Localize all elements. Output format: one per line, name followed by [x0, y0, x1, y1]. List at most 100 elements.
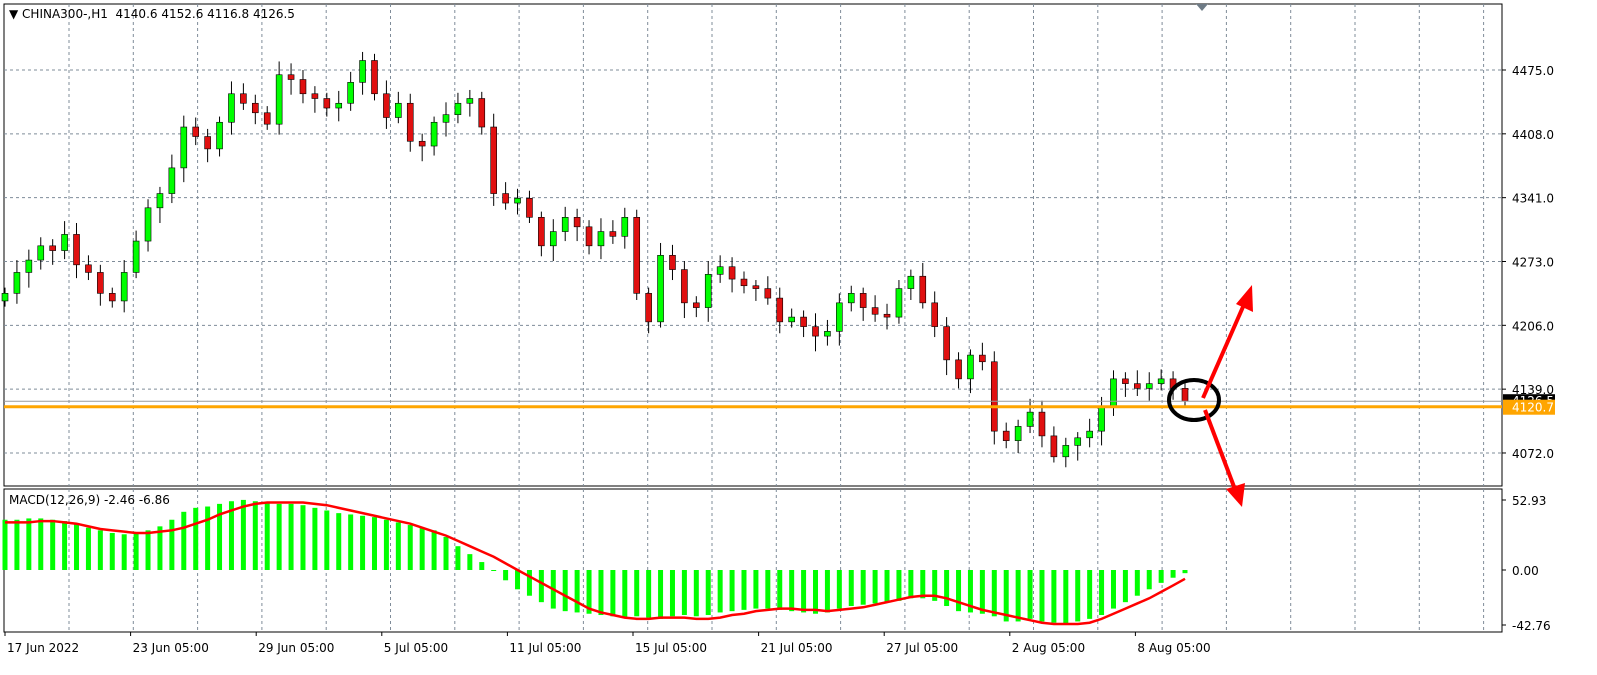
candle-body [919, 275, 927, 304]
candle [263, 106, 271, 130]
candle-body [73, 234, 80, 266]
hline-price-label: 4120.7 [1512, 401, 1554, 415]
candle-body [490, 126, 497, 194]
candle-body [561, 217, 569, 232]
candle [406, 93, 414, 152]
candle-body [895, 288, 903, 318]
candle-body [359, 60, 366, 83]
macd-histogram-bar [848, 570, 854, 607]
candle [895, 280, 903, 324]
macd-histogram-bar [50, 519, 56, 570]
macd-histogram-bar [312, 507, 318, 570]
candle [1134, 370, 1141, 396]
candle-body [943, 326, 950, 361]
macd-histogram-bar [121, 534, 127, 570]
candle [931, 291, 938, 338]
macd-histogram-bar [300, 505, 306, 570]
collapse-triangle-icon[interactable]: ▼ [9, 7, 23, 21]
candle-body [406, 102, 414, 142]
price-tick-label: 4139.0 [1512, 383, 1554, 397]
candle-body [752, 285, 760, 289]
macd-histogram-bar [1158, 570, 1164, 583]
macd-tick-label: 52.93 [1512, 494, 1546, 508]
macd-histogram-bar [1051, 570, 1057, 623]
candle-body [13, 272, 21, 294]
macd-label: MACD(12,26,9) -2.46 -6.86 [9, 493, 170, 507]
candle [418, 133, 426, 162]
candle [633, 209, 641, 300]
chart-header: ▼ CHINA300-,H1 4140.6 4152.6 4116.8 4126… [9, 7, 295, 21]
time-tick-label: 11 Jul 05:00 [509, 641, 581, 655]
candle-body [621, 217, 629, 237]
candle-body [156, 193, 164, 209]
macd-histogram-bar [252, 501, 258, 570]
macd-histogram-bar [1099, 570, 1105, 616]
macd-histogram-bar [1027, 570, 1033, 619]
candle [37, 237, 45, 270]
candle [824, 319, 831, 346]
time-tick-label: 27 Jul 05:00 [886, 641, 958, 655]
macd-histogram-bar [574, 570, 580, 613]
candle [883, 303, 891, 330]
candle [800, 310, 807, 338]
macd-histogram-bar [1087, 570, 1093, 619]
macd-histogram-bar [288, 503, 294, 570]
candle-body [1014, 426, 1022, 441]
candle-body [573, 217, 581, 228]
candle [859, 287, 867, 321]
candle [764, 276, 772, 305]
candle-body [847, 293, 855, 304]
candle-body [776, 297, 784, 323]
candle [73, 223, 80, 279]
macd-histogram-bar [1182, 570, 1188, 574]
macd-histogram-bar [979, 570, 985, 614]
macd-histogram-bar [205, 506, 211, 570]
candle [1181, 382, 1189, 407]
candle-body [1050, 435, 1058, 458]
macd-histogram-bar [526, 570, 532, 596]
candle-body [693, 302, 700, 308]
candle [812, 313, 819, 352]
annotation-circle [1167, 378, 1221, 422]
candle [967, 349, 974, 394]
candle-body [1145, 383, 1153, 389]
candle-body [764, 288, 772, 299]
candle-body [323, 98, 331, 109]
candle [609, 220, 617, 244]
candle-body [609, 231, 617, 237]
candle [836, 293, 843, 346]
macd-histogram-bar [228, 501, 234, 570]
candle [61, 221, 68, 260]
macd-histogram-bar [622, 570, 628, 618]
macd-histogram-bar [967, 570, 973, 613]
macd-histogram-bar [586, 570, 592, 614]
time-tick-label: 17 Jun 2022 [7, 641, 79, 655]
macd-histogram-bar [74, 523, 80, 570]
candle-body [430, 121, 438, 147]
candle-body [49, 245, 56, 251]
candle [514, 188, 521, 215]
time-tick-label: 29 Jun 05:00 [258, 641, 334, 655]
macd-histogram-bar [1134, 570, 1140, 596]
candle-body [192, 126, 200, 137]
macd-histogram-bar [38, 518, 44, 570]
candle [156, 186, 164, 224]
macd-histogram-bar [515, 570, 521, 590]
candle-body [800, 316, 807, 327]
candle-body [335, 102, 343, 109]
chart-shift-marker-icon [1196, 4, 1208, 11]
candle [228, 81, 235, 135]
macd-histogram-bar [145, 530, 151, 570]
candle-body [1086, 430, 1093, 439]
macd-tick-label: -42.76 [1512, 619, 1551, 633]
macd-histogram-bar [729, 570, 735, 612]
candle-body [979, 354, 986, 363]
candle-body [1062, 445, 1070, 458]
candle-body [526, 198, 533, 218]
candle-body [168, 167, 176, 194]
candle-body [287, 74, 295, 80]
candle [442, 102, 450, 137]
candle-body [252, 102, 259, 114]
